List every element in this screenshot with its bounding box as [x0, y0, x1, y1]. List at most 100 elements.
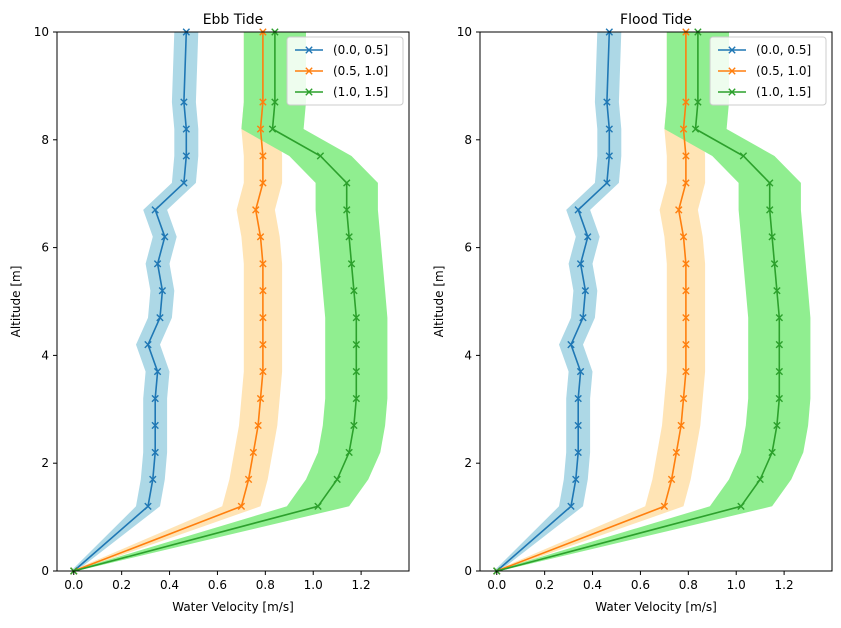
data-point	[667, 475, 676, 484]
data-point	[768, 448, 776, 457]
data-point	[572, 475, 580, 484]
data-point	[766, 179, 774, 187]
data-point	[576, 260, 585, 268]
legend-label: (0.0, 0.5]	[756, 43, 811, 57]
data-point	[352, 313, 361, 322]
chart-title: Flood Tide	[620, 12, 692, 28]
y-tick-label: 10	[34, 25, 49, 39]
data-point	[180, 98, 188, 106]
data-point	[144, 340, 152, 349]
data-point	[151, 394, 159, 403]
data-point	[682, 313, 690, 322]
data-point	[773, 287, 781, 295]
data-point	[677, 421, 685, 430]
data-point	[254, 421, 262, 430]
legend-label: (0.0, 0.5]	[333, 43, 388, 57]
y-tick-label: 4	[464, 348, 472, 362]
x-axis-label: Water Velocity [m/s]	[595, 600, 717, 614]
data-point	[256, 125, 265, 133]
data-point	[567, 340, 575, 349]
data-point	[691, 125, 700, 133]
data-point	[679, 125, 688, 133]
legend-label: (1.0, 1.5]	[333, 85, 388, 99]
legend-marker	[305, 88, 313, 96]
chart-title: Ebb Tide	[203, 12, 264, 28]
data-point	[259, 152, 267, 160]
data-point	[672, 448, 681, 457]
data-point	[737, 502, 745, 511]
data-point	[682, 287, 690, 295]
data-point	[603, 179, 611, 187]
legend-marker	[305, 67, 313, 75]
x-tick-label: 0.2	[112, 578, 131, 592]
data-point	[259, 98, 267, 106]
data-point	[244, 475, 253, 484]
data-point	[259, 260, 267, 268]
data-point	[153, 367, 162, 376]
legend-marker	[728, 67, 736, 75]
series-line-1	[496, 31, 611, 572]
data-point	[682, 98, 690, 106]
data-point	[579, 313, 587, 322]
legend	[709, 36, 827, 106]
data-point	[766, 206, 774, 214]
chart-panel-flood: 0.0 0.2 0.4 0.6 0.8 1.0 1.2 0 2 4 6 8 10 Flood Tide Wa…	[432, 12, 833, 614]
x-tick-label: 0.6	[631, 578, 650, 592]
data-point	[581, 287, 590, 295]
data-point	[679, 233, 688, 241]
data-point	[775, 367, 784, 376]
legend-label: (0.5, 1.0]	[756, 64, 811, 78]
data-point	[675, 206, 683, 214]
legend-marker	[728, 88, 736, 96]
data-point	[180, 179, 188, 187]
data-point	[682, 179, 690, 187]
y-axis-label: Altitude [m]	[9, 266, 23, 338]
axes-frame	[479, 31, 833, 572]
y-tick-label: 6	[41, 241, 49, 255]
data-point	[605, 152, 614, 160]
data-point	[343, 179, 351, 187]
data-point	[574, 448, 582, 457]
data-point	[259, 179, 267, 187]
axes-frame	[56, 31, 410, 572]
y-tick-label: 8	[41, 133, 49, 147]
y-tick-label: 0	[464, 564, 472, 578]
band-3	[70, 32, 388, 571]
x-tick-label: 1.0	[304, 578, 323, 592]
data-point	[350, 287, 358, 295]
data-point	[694, 98, 702, 106]
x-axis-label: Water Velocity [m/s]	[172, 600, 294, 614]
data-point	[271, 98, 279, 106]
data-point	[259, 287, 267, 295]
data-point	[773, 421, 781, 430]
x-tick-label: 0.4	[583, 578, 602, 592]
x-tick-label: 1.0	[727, 578, 746, 592]
data-point	[249, 448, 258, 457]
data-point	[605, 125, 614, 133]
y-tick-label: 10	[457, 25, 472, 39]
data-point	[682, 367, 690, 376]
data-point	[660, 502, 669, 511]
band-1	[493, 32, 622, 571]
x-tick-label: 0.2	[535, 578, 554, 592]
series-line-3	[73, 32, 358, 572]
data-point	[775, 394, 784, 403]
legend-label: (1.0, 1.5]	[756, 85, 811, 99]
data-point	[151, 421, 159, 430]
data-point	[237, 502, 246, 511]
x-tick-label: 0.4	[160, 578, 179, 592]
chart-panel-ebb: 0.0 0.2 0.4 0.6 0.8 1.0 1.2 0 2 4 6 8 10 Ebb Tide Wate…	[9, 12, 410, 614]
data-point	[149, 475, 157, 484]
data-point	[259, 367, 267, 376]
data-point	[756, 475, 764, 484]
data-point	[343, 206, 351, 214]
data-point	[256, 394, 265, 403]
data-point	[144, 502, 152, 511]
data-point	[161, 233, 169, 241]
data-point	[259, 313, 267, 322]
data-point	[151, 448, 159, 457]
series-line-2	[73, 32, 264, 572]
data-point	[333, 475, 341, 484]
